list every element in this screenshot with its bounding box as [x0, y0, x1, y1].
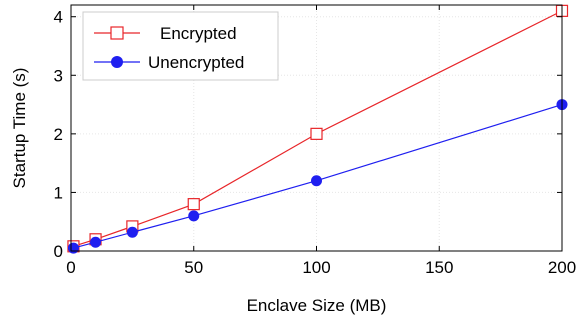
legend-encrypted-marker — [110, 26, 124, 40]
legend-box — [82, 11, 279, 81]
y-tick-label: 2 — [54, 125, 63, 144]
data-point-unencrypted — [311, 175, 322, 187]
x-tick-label: 150 — [425, 258, 453, 277]
data-point-unencrypted — [126, 226, 138, 238]
data-point-unencrypted — [90, 236, 102, 248]
x-tick-label: 50 — [184, 258, 203, 277]
legend-unencrypted-label: Unencrypted — [148, 53, 244, 72]
data-point-unencrypted — [188, 210, 200, 222]
legend-unencrypted-marker — [111, 56, 123, 68]
y-tick-label: 0 — [54, 242, 63, 261]
y-tick-label: 3 — [54, 66, 63, 85]
x-tick-label: 100 — [302, 258, 330, 277]
x-axis-label: Enclave Size (MB) — [247, 296, 387, 315]
x-tick-label: 200 — [548, 258, 576, 277]
y-tick-label: 1 — [54, 183, 63, 202]
data-point-encrypted — [187, 198, 200, 211]
y-axis-label: Startup Time (s) — [10, 68, 29, 189]
data-point-encrypted — [310, 127, 323, 140]
legend-encrypted-label: Encrypted — [160, 24, 237, 43]
legend: Encrypted Unencrypted — [82, 11, 279, 81]
x-tick-label: 0 — [66, 258, 75, 277]
data-point-unencrypted — [67, 242, 79, 254]
axis-ticks: 0 50 100 150 200 0 1 2 3 4 — [54, 5, 576, 277]
y-tick-label: 4 — [54, 8, 63, 27]
